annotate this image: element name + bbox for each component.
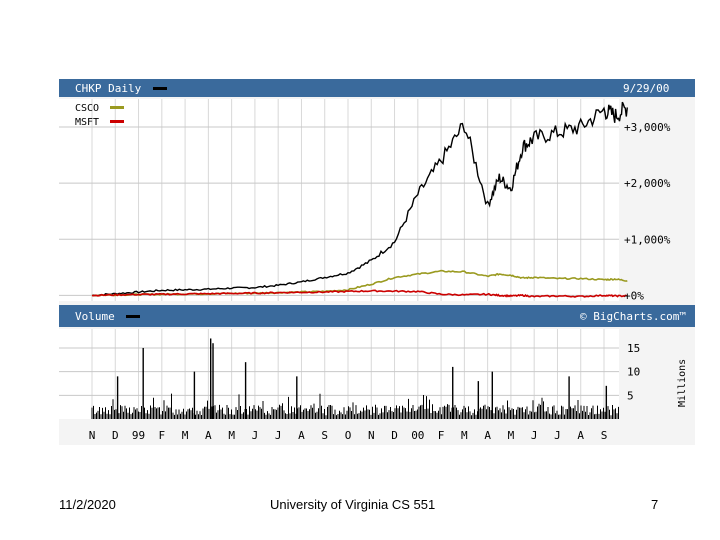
x-tick-label: F (159, 429, 166, 442)
x-tick-label: N (89, 429, 96, 442)
chart-panel: CHKP Daily 9/29/00 CSCO MSFT +3,000% +2,0… (59, 79, 695, 445)
legend-csco-label: CSCO (75, 103, 99, 114)
x-tick-label: 99 (132, 429, 145, 442)
msft-series-line (91, 289, 628, 298)
volume-plot-bg (59, 329, 619, 419)
x-tick-label: J (531, 429, 538, 442)
x-tick-label: O (345, 429, 352, 442)
slide-course: University of Virginia CS 551 (270, 497, 436, 512)
price-series (91, 101, 628, 298)
volume-unit-label: Millions (677, 359, 688, 407)
price-header-bar (59, 79, 695, 97)
x-tick-label: D (391, 429, 398, 442)
bigcharts-credit: © BigCharts.com™ (580, 310, 686, 323)
x-tick-label: M (182, 429, 189, 442)
chkp-series-line (91, 101, 628, 297)
price-plot-bg (59, 99, 619, 301)
legend-msft-swatch (110, 120, 124, 123)
legend-msft-label: MSFT (75, 117, 99, 128)
x-tick-label: J (252, 429, 259, 442)
price-y-tick-label: +3,000% (624, 121, 671, 134)
volume-y-tick-label: 10 (627, 366, 640, 379)
x-tick-label: 00 (411, 429, 424, 442)
x-tick-label: M (508, 429, 515, 442)
x-tick-label: A (205, 429, 212, 442)
slide-page-number: 7 (651, 497, 659, 512)
price-y-tick-label: +2,000% (624, 177, 671, 190)
volume-y-axis: 15 10 5 (627, 342, 640, 402)
volume-grid (59, 329, 619, 419)
x-tick-label: J (554, 429, 561, 442)
legend-csco-swatch (110, 106, 124, 109)
chart-title: CHKP Daily (75, 82, 142, 95)
chkp-legend-swatch (153, 87, 167, 90)
x-tick-label: N (368, 429, 375, 442)
x-tick-label: A (484, 429, 491, 442)
volume-legend-swatch (126, 315, 140, 318)
x-tick-label: D (112, 429, 119, 442)
slide-date: 11/2/2020 (59, 497, 116, 512)
volume-bars (91, 338, 619, 419)
price-y-tick-label: +1,000% (624, 233, 671, 246)
x-tick-label: S (321, 429, 328, 442)
x-tick-label: M (461, 429, 468, 442)
price-grid (59, 99, 619, 301)
x-tick-label: S (601, 429, 608, 442)
volume-title: Volume (75, 310, 115, 323)
x-axis: N D 99 F M A M J J A S O N D 00 F M A M J J A S (89, 429, 608, 442)
chart-date: 9/29/00 (623, 82, 669, 95)
price-y-tick-label: +0% (624, 289, 644, 302)
x-tick-label: F (438, 429, 445, 442)
volume-y-tick-label: 15 (627, 342, 640, 355)
x-tick-label: A (577, 429, 584, 442)
price-y-axis: +3,000% +2,000% +1,000% +0% (624, 121, 671, 302)
x-tick-label: A (298, 429, 305, 442)
bigcharts-chart: CHKP Daily 9/29/00 CSCO MSFT +3,000% +2,0… (59, 79, 695, 442)
x-tick-label: M (228, 429, 235, 442)
volume-header-bar (59, 305, 695, 327)
volume-y-tick-label: 5 (627, 389, 634, 402)
x-tick-label: J (275, 429, 282, 442)
